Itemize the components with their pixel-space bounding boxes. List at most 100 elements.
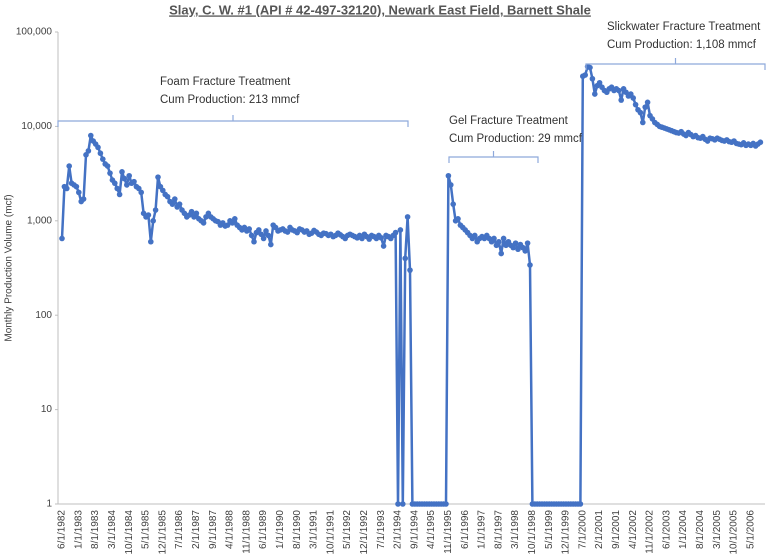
x-tick-label: 1/1/1990: [275, 510, 286, 549]
x-tick-label: 6/1/1996: [460, 510, 471, 549]
data-point: [124, 182, 130, 188]
data-point: [359, 235, 365, 242]
data-point: [169, 201, 176, 207]
data-point: [378, 235, 385, 241]
data-point: [491, 235, 497, 242]
data-point: [232, 215, 238, 222]
annotation: Slickwater Fracture Treatment: [607, 21, 761, 33]
data-point: [229, 220, 236, 226]
x-tick-label: 7/1/1993: [376, 510, 387, 549]
x-tick-label: 8/1/1983: [90, 510, 101, 549]
annotation: Cum Production: 29 mmcf: [449, 133, 583, 145]
data-point: [145, 212, 152, 218]
data-point: [97, 150, 104, 157]
x-tick-label: 2/1/1987: [191, 510, 202, 549]
x-tick-label: 10/1/1984: [124, 510, 135, 555]
data-point: [395, 501, 401, 507]
data-point: [510, 244, 516, 251]
x-tick-label: 5/1/2006: [745, 510, 756, 549]
data-point: [95, 144, 101, 151]
x-tick-label: 10/1/2005: [729, 510, 740, 555]
data-point: [260, 235, 267, 242]
data-point: [116, 191, 123, 198]
x-tick-label: 7/1/1986: [174, 510, 185, 549]
data-point: [265, 232, 272, 239]
y-tick-label: 100,000: [16, 27, 53, 38]
x-tick-label: 2/1/1994: [393, 510, 404, 549]
bracket: [57, 115, 409, 127]
y-tick-label: 100: [35, 310, 52, 321]
annotation: Foam Fracture Treatment: [160, 76, 291, 88]
data-point: [632, 101, 639, 108]
x-tick-label: 6/1/1982: [57, 510, 68, 549]
x-tick-label: 8/1/1997: [493, 510, 504, 549]
data-point: [263, 228, 269, 234]
series-line: [60, 65, 762, 506]
annotation: Gel Fracture Treatment: [449, 115, 569, 127]
data-point: [577, 501, 584, 507]
x-tick-label: 8/1/1990: [292, 510, 303, 549]
data-point: [618, 97, 624, 103]
x-tick-label: 2/1/2001: [594, 510, 605, 549]
data-point: [76, 189, 82, 196]
data-point: [443, 501, 449, 507]
data-point: [589, 75, 596, 82]
y-axis-label: Monthly Production Volume (mcf): [4, 194, 15, 341]
data-point: [407, 267, 413, 273]
x-tick-label: 11/1/2002: [645, 510, 656, 554]
data-point: [258, 231, 265, 238]
data-point: [498, 250, 505, 257]
x-tick-label: 5/1/1999: [544, 510, 555, 549]
data-point: [121, 175, 128, 182]
data-point: [644, 99, 651, 106]
data-point: [155, 174, 161, 180]
data-point: [496, 238, 502, 245]
x-tick-label: 12/1/1985: [157, 510, 168, 555]
data-point: [80, 196, 87, 202]
data-point: [512, 240, 519, 246]
data-point: [104, 163, 111, 169]
x-tick-label: 6/1/1989: [258, 510, 269, 549]
x-tick-label: 5/1/1985: [141, 510, 152, 549]
data-point: [450, 201, 457, 207]
annotation: Cum Production: 213 mmcf: [160, 94, 300, 106]
data-point: [757, 139, 764, 146]
data-point: [642, 104, 648, 110]
data-point: [522, 248, 528, 254]
data-point: [188, 208, 195, 215]
data-point: [152, 207, 159, 213]
x-tick-label: 12/1/1999: [561, 510, 572, 555]
data-point: [445, 172, 452, 179]
data-point: [66, 163, 72, 169]
x-tick-label: 9/1/2001: [611, 510, 622, 549]
data-point: [380, 243, 387, 249]
data-point: [640, 119, 646, 126]
data-point: [150, 218, 156, 224]
x-tick-label: 3/1/1991: [309, 510, 320, 549]
x-tick-label: 10/1/1998: [527, 510, 538, 555]
data-point: [138, 189, 144, 196]
y-tick-label: 10,000: [21, 121, 52, 132]
data-point: [107, 170, 113, 176]
data-point: [88, 132, 94, 139]
data-point: [255, 227, 262, 233]
data-point: [160, 187, 166, 194]
x-tick-label: 5/1/1992: [342, 510, 353, 549]
data-point: [100, 156, 106, 162]
data-point: [224, 222, 231, 228]
data-point: [402, 255, 409, 262]
x-tick-label: 9/1/1994: [409, 510, 420, 549]
data-point: [637, 109, 644, 116]
x-tick-label: 12/1/1992: [359, 510, 370, 555]
y-tick-label: 10: [41, 404, 53, 415]
x-tick-label: 10/1/1991: [325, 510, 336, 555]
x-tick-label: 4/1/1988: [225, 510, 236, 549]
x-tick-label: 6/1/2003: [661, 510, 672, 549]
data-point: [126, 172, 132, 179]
data-point: [176, 201, 183, 207]
y-tick-label: 1,000: [27, 215, 52, 226]
data-point: [172, 196, 178, 202]
x-tick-label: 11/1/1995: [443, 510, 454, 554]
x-tick-label: 3/1/1984: [107, 510, 118, 549]
